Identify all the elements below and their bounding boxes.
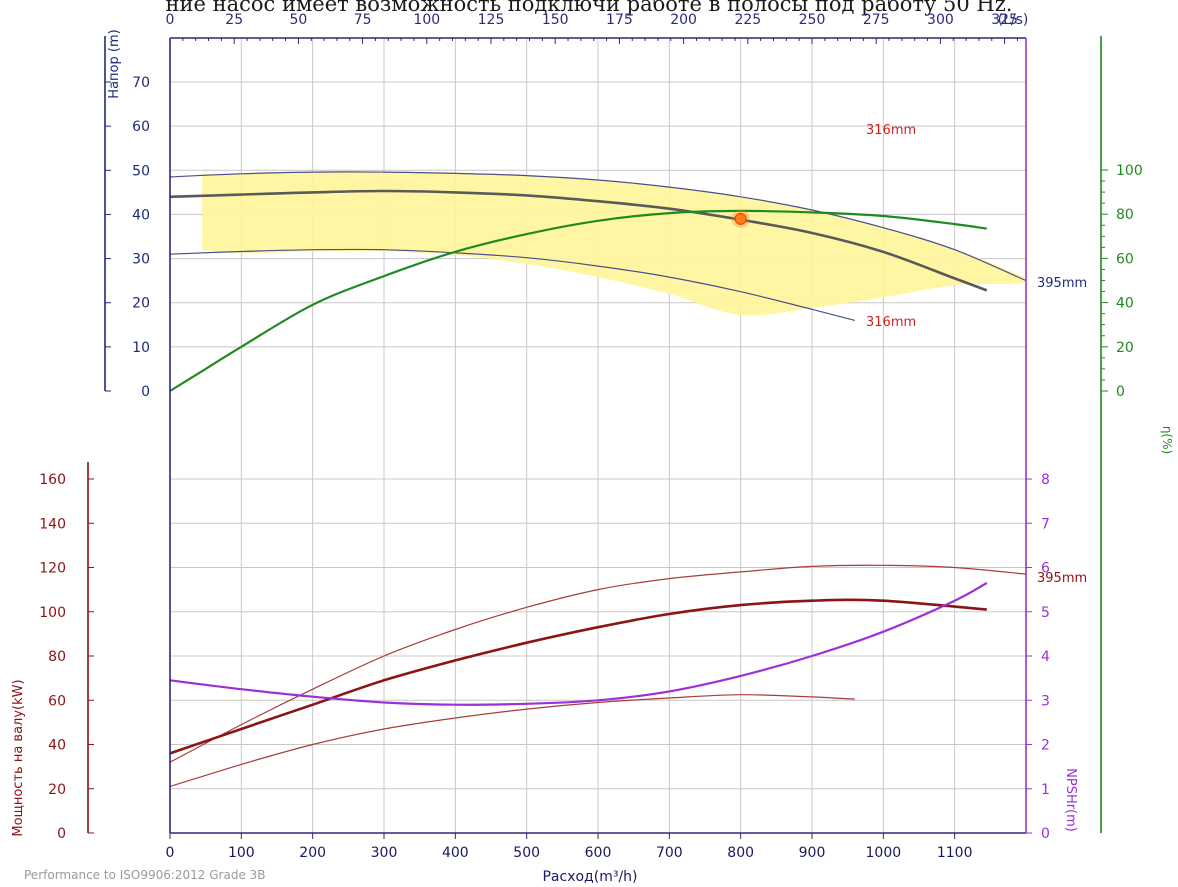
efficiency-curve	[169, 209, 987, 392]
power-tick-label: 40	[48, 738, 66, 754]
top-tick-label: 0	[166, 12, 175, 28]
bottom-tick-label: 400	[442, 845, 469, 861]
top-tick-label: 175	[606, 12, 633, 28]
x-axis-label: Расход(m³/h)	[542, 869, 637, 885]
operating-range-band	[202, 171, 1027, 316]
grid	[170, 38, 1026, 833]
npsh-tick-label: 5	[1041, 605, 1050, 621]
operating-point	[734, 212, 747, 225]
bottom-tick-label: 200	[299, 845, 326, 861]
operating-range-layer	[202, 171, 1027, 316]
head-tick-label: 70	[132, 75, 150, 91]
bottom-tick-label: 1100	[937, 845, 973, 861]
head-tick-label: 0	[141, 384, 150, 400]
head-tick-label: 30	[132, 252, 150, 268]
npsh-tick-label: 7	[1041, 516, 1050, 532]
power-tick-label: 120	[39, 561, 66, 577]
power-tick-label: 80	[48, 649, 66, 665]
npsh-tick-label: 2	[1041, 738, 1050, 754]
head-tick-label: 50	[132, 163, 150, 179]
npsh-tick-label: 3	[1041, 693, 1050, 709]
head-curve-0	[169, 171, 1027, 282]
power-tick-label: 140	[39, 516, 66, 532]
axes-layer: 0 25 50 75 100 125 150 175 200 225 250 275 300 325(L/…	[11, 12, 1174, 885]
npsh-curve	[169, 582, 988, 706]
footer-standard-note: Performance to ISO9906:2012 Grade 3B	[24, 868, 266, 882]
efficiency-tick-label: 60	[1116, 251, 1134, 267]
npsh-tick-label: 4	[1041, 649, 1050, 665]
npsh-tick-label: 6	[1041, 561, 1050, 577]
bottom-tick-label: 500	[513, 845, 540, 861]
efficiency-tick-label: 20	[1116, 340, 1134, 356]
bottom-tick-label: 800	[727, 845, 754, 861]
curves-layer: 316mm 316mm 395mm 395mm	[169, 123, 1087, 788]
bottom-tick-label: 300	[371, 845, 398, 861]
label-316mm-bottom: 316mm	[866, 315, 916, 330]
power-tick-label: 20	[48, 782, 66, 798]
npsh-tick-label: 1	[1041, 782, 1050, 798]
head-tick-label: 60	[132, 119, 150, 135]
npsh-tick-label: 0	[1041, 826, 1050, 842]
top-tick-label: 225	[734, 12, 761, 28]
label-395mm-power: 395mm	[1037, 571, 1087, 586]
bottom-tick-label: 900	[799, 845, 826, 861]
top-tick-label: 275	[863, 12, 890, 28]
top-tick-label: 25	[225, 12, 243, 28]
head-tick-label: 10	[132, 340, 150, 356]
efficiency-axis-label: η(%)	[1160, 426, 1174, 454]
header-caption: ние насос имеет возможность подключи раб…	[165, 0, 1013, 16]
head-axis-label: Напор (m)	[107, 29, 122, 98]
efficiency-tick-label: 40	[1116, 296, 1134, 312]
bottom-tick-label: 0	[166, 845, 175, 861]
top-tick-label: 75	[354, 12, 372, 28]
bottom-tick-label: 700	[656, 845, 683, 861]
top-tick-label: 50	[289, 12, 307, 28]
power-curve-2	[169, 694, 855, 788]
head-curve-1	[169, 189, 988, 292]
efficiency-tick-label: 100	[1116, 163, 1143, 179]
bottom-tick-label: 600	[585, 845, 612, 861]
top-axis-unit: (L/s)	[998, 12, 1029, 28]
power-tick-label: 100	[39, 605, 66, 621]
power-curve-0	[169, 564, 1027, 763]
efficiency-tick-label: 80	[1116, 207, 1134, 223]
bottom-tick-label: 1000	[866, 845, 902, 861]
top-tick-label: 150	[542, 12, 569, 28]
top-tick-label: 100	[413, 12, 440, 28]
npsh-axis-label: NPSHr(m)	[1063, 768, 1078, 832]
power-tick-label: 160	[39, 472, 66, 488]
label-395mm-head: 395mm	[1037, 276, 1087, 291]
efficiency-tick-label: 0	[1116, 384, 1125, 400]
power-tick-label: 0	[57, 826, 66, 842]
npsh-tick-label: 8	[1041, 472, 1050, 488]
label-316mm-top: 316mm	[866, 123, 916, 138]
head-tick-label: 40	[132, 207, 150, 223]
top-tick-label: 200	[670, 12, 697, 28]
power-tick-label: 60	[48, 693, 66, 709]
power-curve-1	[169, 598, 987, 755]
top-tick-label: 300	[927, 12, 954, 28]
head-tick-label: 20	[132, 296, 150, 312]
bottom-tick-label: 100	[228, 845, 255, 861]
top-tick-label: 250	[799, 12, 826, 28]
top-tick-label: 325	[991, 12, 1018, 28]
power-axis-label: Мощность на валу(kW)	[11, 679, 26, 836]
head-curve-2	[169, 248, 855, 321]
top-tick-label: 125	[478, 12, 505, 28]
